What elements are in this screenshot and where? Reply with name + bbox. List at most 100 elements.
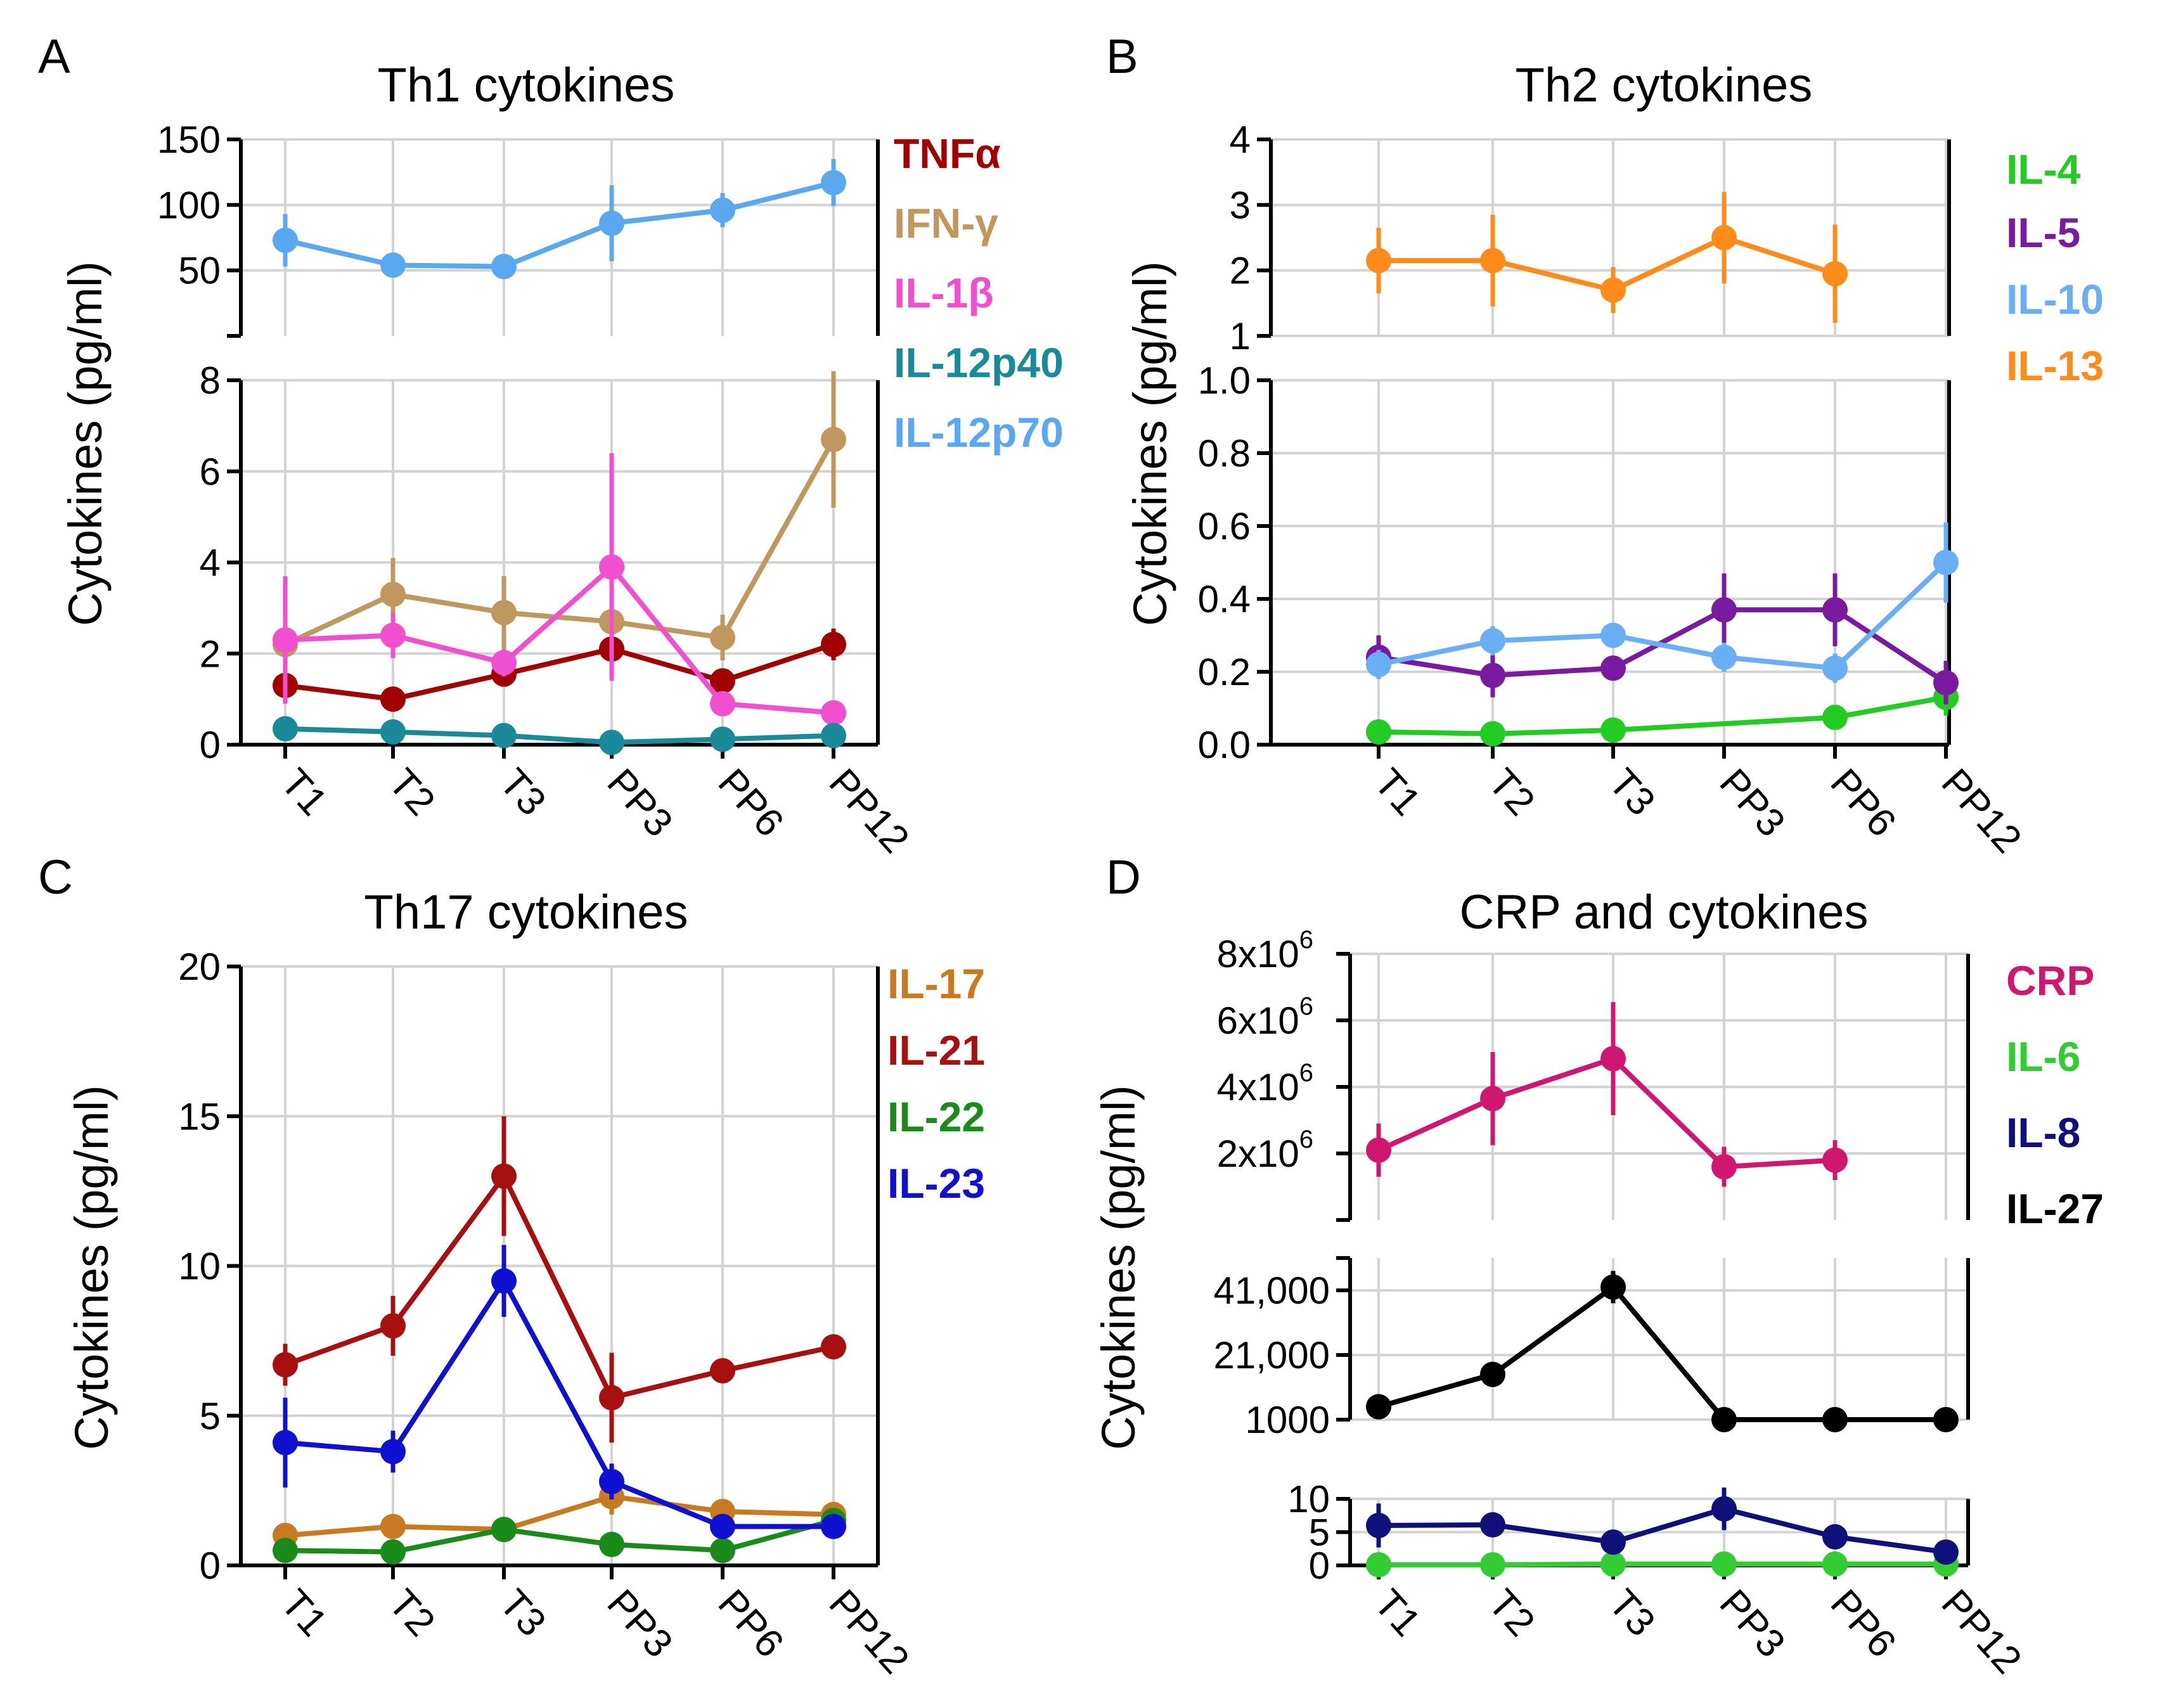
panel-d-legend-il6: IL-6 [2006,1033,2080,1080]
panel-d-series-il6-point-t2 [1480,1551,1505,1577]
panel-c-legend-il21: IL-21 [887,1027,985,1074]
panel-c-y-tick-label: 15 [178,1095,221,1138]
panel-a-series-il1-point-pp6 [710,691,735,717]
panel-a-series-il1-point-pp12 [821,700,846,726]
panel-a-series-ifn-point-t3 [491,600,517,626]
panel-c-series-il22-point-t3 [491,1517,517,1543]
panel-d-series-il8-point-t1 [1366,1513,1391,1538]
panel-b-series-il5-point-pp6 [1822,597,1848,623]
panel-b-series-il4-point-pp6 [1822,704,1848,730]
panel-d-y-tick-label: 5 [1309,1512,1330,1554]
panel-c-series-il23 [273,1245,846,1539]
panel-b-series-il10-point-pp12 [1933,549,1959,575]
panel-b-series-il4 [1366,679,1959,747]
panel-d-series-il8-line [1378,1506,1947,1555]
panel-a-series-il12p70-point-t3 [491,254,517,279]
panel-b-y-tick-label: 3 [1230,184,1251,226]
panel-a-legend-tnf: TNFα [894,130,1001,177]
panel-b-title: Th2 cytokines [1516,58,1813,112]
panel-b-y-tick-label: 0.2 [1198,651,1251,693]
panel-a-series-ifn-point-pp6 [710,625,735,651]
panel-a-series-il12p70-point-pp3 [599,210,624,236]
panel-c-label: C [38,851,73,904]
panel-b-series-il5-point-pp3 [1711,597,1737,623]
panel-d-y-tick-label: 41,000 [1213,1269,1330,1312]
panel-d-y-tick-exponent: 6 [1299,992,1313,1020]
panel-c-series-il21-line [284,1173,834,1401]
panel-d-y-tick-label: 6x106 [1217,992,1313,1042]
panel-c-series-il23-point-pp6 [710,1513,735,1539]
panel-c-y-tick-label: 0 [200,1544,221,1587]
panel-c-y-axis-label: Cytokines (pg/ml) [65,1085,118,1450]
panel-d-title: CRP and cytokines [1460,885,1869,939]
panel-a-series-il12p70 [273,159,846,279]
panel-b-series-il10-point-t2 [1480,628,1505,654]
panel-d-series-crp-point-pp3 [1711,1154,1737,1179]
panel-a-series-il12p40-point-t3 [491,722,517,748]
panel-b-series-il13-point-t2 [1480,248,1505,274]
panel-d-series-il8-point-pp3 [1711,1496,1737,1522]
panel-a-series-tnf-point-t2 [380,686,406,712]
panel-d-series-crp-point-t1 [1366,1137,1391,1163]
panel-b-series-il5-point-t2 [1480,662,1505,688]
panel-c-legend-il17: IL-17 [887,960,985,1007]
panel-a-series-il1-line [285,564,834,716]
panel-b-legend: IL-4 IL-5 IL-10 IL-13 [2006,146,2104,389]
panel-b-legend-il10: IL-10 [2006,276,2104,323]
panel-c-series-il21-point-t3 [491,1163,517,1189]
panel-c-y-tick-label: 5 [200,1395,221,1437]
panel-c-series-il22-point-t1 [273,1538,298,1564]
panel-c-y-tick-label: 10 [178,1245,221,1288]
panel-a-series-il1-point-t2 [380,622,406,648]
panel-d-series-crp-point-t3 [1600,1046,1626,1072]
panel-a-label: A [38,30,70,84]
panel-a-y-tick-label: 100 [157,184,221,226]
panel-d-y-tick-label: 4x106 [1217,1059,1313,1108]
panel-d-legend-il8: IL-8 [2006,1109,2080,1156]
panel-d-series-il27-point-pp12 [1933,1407,1959,1432]
panel-b-series-il4-point-t1 [1366,719,1391,745]
panel-b-series-il5-line [1378,607,1948,685]
panel-b-series-il4-point-t2 [1480,721,1505,747]
panel-a-series-il12p40 [273,716,846,755]
panel-c-series-il21-point-pp3 [599,1385,624,1411]
panel-c-series-il21 [273,1116,846,1443]
panel-a-series-il12p70-point-t1 [273,228,298,254]
panel-d-series-il27-point-t1 [1366,1394,1391,1420]
panel-b-series-il13-point-pp6 [1822,260,1848,286]
panel-d-y-tick-label: 2x106 [1217,1126,1313,1175]
panel-a-y-tick-label: 2 [200,632,221,675]
panel-c-series-il21-point-t1 [273,1352,298,1378]
panel-d-series-il6-point-pp3 [1711,1551,1737,1577]
panel-c-series-il23-point-t1 [273,1430,298,1456]
panel-d-series-il6-line [1379,1561,1946,1567]
panel-c-series-il17-point-t2 [380,1513,406,1539]
panel-b-legend-il13: IL-13 [2006,342,2104,389]
panel-c-title: Th17 cytokines [364,885,688,939]
panel-a-legend-il12p70: IL-12p70 [894,409,1064,456]
panel-d-series-il27-point-t2 [1480,1361,1505,1387]
panel-c-series-il22-point-pp3 [599,1531,624,1557]
panel-b-series-il13 [1366,191,1848,323]
panel-c-legend-il22: IL-22 [887,1093,985,1140]
panel-d-series-il27-point-pp6 [1822,1407,1848,1432]
panel-b-series-il10-point-pp3 [1711,645,1737,670]
panel-d-series-il6-point-t3 [1600,1551,1626,1577]
panel-d-series-il8 [1366,1487,1959,1565]
panel-a-series-il12p40-line [285,726,834,745]
panel-b-series-il10 [1366,522,1959,683]
panel-d-series-il8-point-pp6 [1822,1524,1848,1550]
panel-a-y-tick-label: 4 [200,542,221,584]
panel-d-series-il27 [1366,1271,1959,1432]
panel-b-legend-il4: IL-4 [2006,146,2081,193]
panel-b-y-axis-label: Cytokines (pg/ml) [1124,261,1176,626]
panel-d-series-il6-point-t1 [1366,1551,1391,1577]
panel-c-series-il22-point-t2 [380,1539,406,1565]
panel-a-series-il12p40-point-t2 [380,719,406,745]
panel-d-series-il6-point-pp6 [1822,1551,1848,1577]
panel-c-series-il23-point-t3 [491,1268,517,1294]
panel-b-y-tick-label: 0.8 [1198,432,1251,475]
panel-d-y-tick-label: 10 [1287,1478,1330,1520]
panel-d-y-tick-exponent: 6 [1299,1126,1313,1153]
panel-a-series-il1-point-t1 [273,627,298,653]
